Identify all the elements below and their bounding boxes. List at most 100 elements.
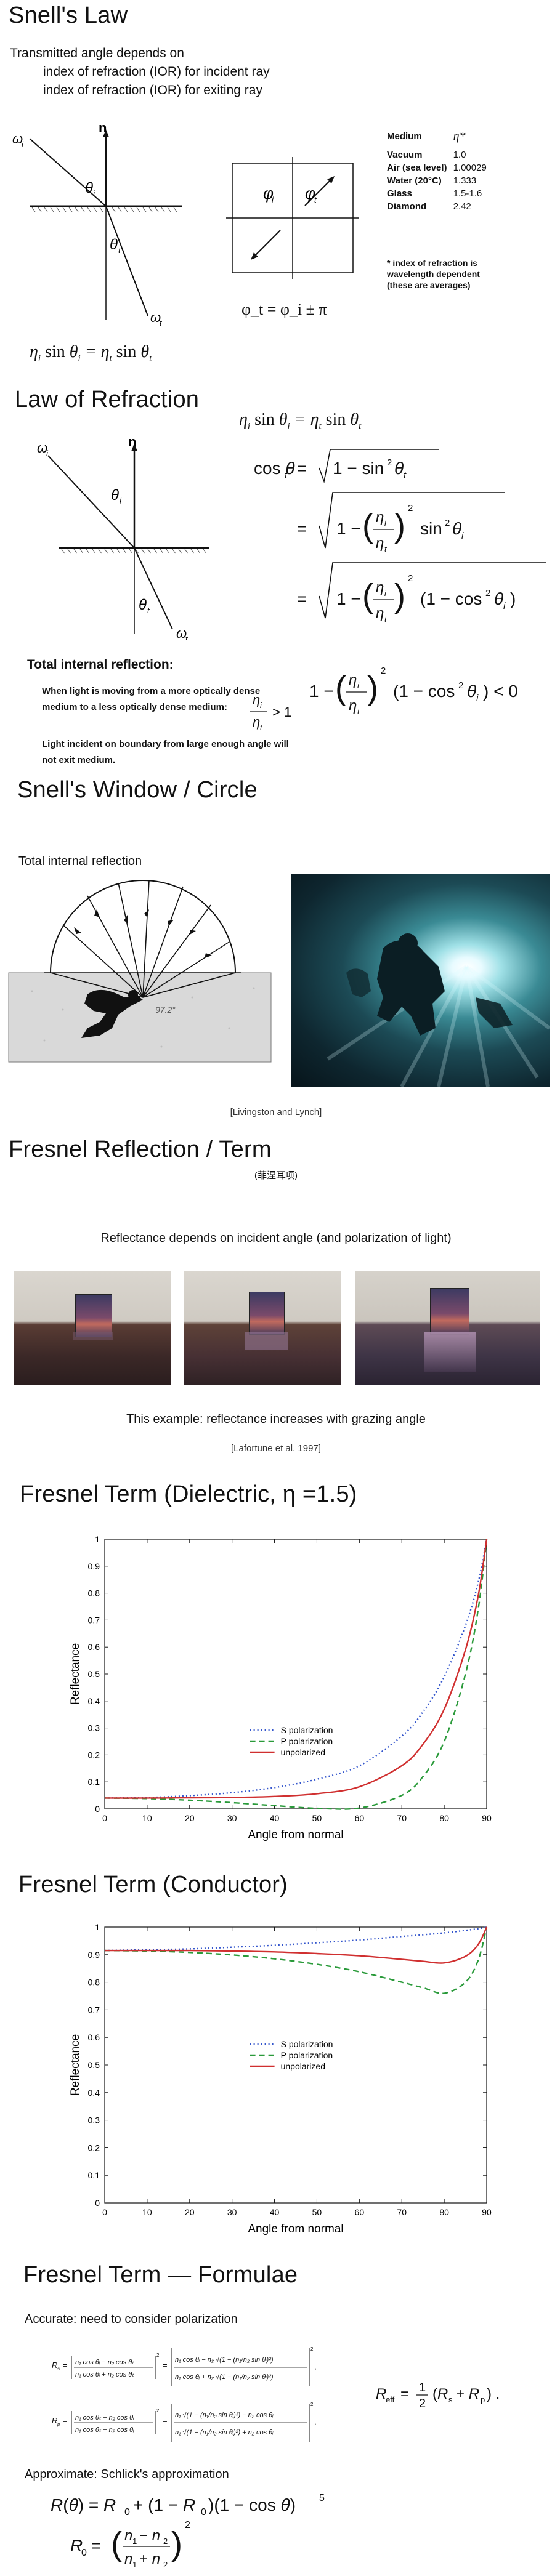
- x-tick-label: 10: [142, 2207, 152, 2217]
- svg-text:t: t: [357, 707, 360, 716]
- intro-line-exiting: index of refraction (IOR) for exiting ra…: [43, 83, 262, 97]
- svg-text:n: n: [124, 2551, 132, 2567]
- y-tick-label: 0.5: [88, 2060, 100, 2070]
- svg-text:1 − sin: 1 − sin: [333, 459, 384, 478]
- y-tick-label: 0.8: [88, 1588, 100, 1598]
- svg-text:p: p: [57, 2421, 60, 2427]
- y-tick-label: 0.7: [88, 1615, 100, 1625]
- y-tick-label: 0.6: [88, 1642, 100, 1652]
- svg-text:n₁ cos θᵢ + n₂ cos θₜ: n₁ cos θᵢ + n₂ cos θₜ: [75, 2371, 134, 2378]
- svg-text:eff: eff: [386, 2395, 395, 2404]
- y-tick-label: 0.6: [88, 2032, 100, 2042]
- book-cover: [75, 1294, 112, 1337]
- svg-text:) < 0: ) < 0: [483, 682, 518, 701]
- svg-text:θ: θ: [394, 459, 404, 478]
- svg-text:2: 2: [310, 2346, 314, 2352]
- y-tick-label: 0.2: [88, 1750, 100, 1760]
- svg-text:5: 5: [319, 2493, 325, 2503]
- svg-text:t: t: [160, 318, 163, 328]
- svg-text:=: =: [163, 2361, 168, 2370]
- svg-text:η: η: [376, 535, 384, 552]
- svg-text:n: n: [124, 2527, 132, 2544]
- svg-text:ω: ω: [176, 626, 187, 640]
- phi-equation: φ_t = φ_i ± π: [242, 300, 327, 318]
- svg-text:(1 − cos: (1 − cos: [393, 682, 455, 701]
- x-tick-label: 40: [270, 1813, 280, 1823]
- omega-i-label: ω: [12, 131, 23, 147]
- x-tick-label: 70: [397, 2207, 407, 2217]
- legend-entry: unpolarized: [281, 2061, 325, 2071]
- svg-text:2: 2: [310, 2402, 314, 2407]
- accurate-line: Accurate: need to consider polarization: [25, 2312, 238, 2326]
- x-tick-label: 20: [185, 1813, 195, 1823]
- svg-text:1 −: 1 −: [336, 589, 361, 608]
- svg-text:s: s: [448, 2395, 453, 2404]
- svg-text:1 −: 1 −: [309, 682, 334, 701]
- x-tick-label: 90: [482, 2207, 492, 2217]
- svg-text:i: i: [503, 601, 506, 611]
- tir-text-a: When light is moving from a more optical…: [42, 686, 261, 696]
- svg-text:0: 0: [201, 2507, 206, 2518]
- svg-text:n₁ √(1 − (n₁/n₂ sin θᵢ)²) + n₂: n₁ √(1 − (n₁/n₂ sin θᵢ)²) + n₂ cos θᵢ: [175, 2429, 274, 2436]
- book-photo-2: [184, 1271, 341, 1385]
- snells-window-caption: [Livingston and Lynch]: [230, 1107, 322, 1117]
- fresnel-example: This example: reflectance increases with…: [126, 1412, 426, 1426]
- reflectance-line: Reflectance depends on incident angle (a…: [100, 1231, 452, 1245]
- x-tick-label: 30: [227, 1813, 237, 1823]
- svg-text:): ): [394, 578, 405, 614]
- svg-text:+ (1 − R: + (1 − R: [133, 2495, 195, 2514]
- ior-header-medium: Medium: [387, 131, 422, 142]
- svg-text:2: 2: [408, 503, 413, 513]
- svg-text:n₁ cos θᵢ − n₂ √(1 − (n₁/n₂ si: n₁ cos θᵢ − n₂ √(1 − (n₁/n₂ sin θᵢ)²): [175, 2356, 274, 2364]
- svg-text:1: 1: [132, 2537, 137, 2546]
- svg-text:p: p: [481, 2395, 485, 2404]
- svg-text:=: =: [400, 2386, 409, 2402]
- legend-entry: S polarization: [281, 1725, 333, 1735]
- intro-line-incident: index of refraction (IOR) for incident r…: [43, 65, 270, 79]
- svg-text:2: 2: [156, 2353, 160, 2358]
- theta-i-label: θ: [85, 180, 93, 196]
- book-cover: [430, 1288, 469, 1335]
- y-axis-label: Reflectance: [69, 1643, 82, 1705]
- section-title-law-of-refraction: Law of Refraction: [15, 387, 200, 413]
- ior-note: * index of refraction is wavelength depe…: [387, 258, 480, 290]
- approx-line: Approximate: Schlick's approximation: [25, 2468, 229, 2481]
- normal-n-label: n: [99, 120, 107, 135]
- y-tick-label: 0.5: [88, 1669, 100, 1679]
- section-title-snells-law: Snell's Law: [9, 2, 128, 28]
- svg-text:i: i: [272, 195, 274, 204]
- svg-text:): ): [394, 507, 405, 544]
- svg-text:2: 2: [485, 588, 490, 598]
- svg-text:) .: ) .: [487, 2386, 500, 2402]
- x-tick-label: 40: [270, 2207, 280, 2217]
- omega-t-label: ω: [150, 310, 161, 325]
- ior-row: Glass 1.5-1.6: [387, 188, 482, 199]
- x-tick-label: 0: [102, 1813, 107, 1823]
- svg-text:(: (: [335, 670, 346, 707]
- series-line-2: [104, 1926, 488, 1964]
- y-tick-label: 0: [95, 1804, 100, 1814]
- svg-text:n₁ cos θᵢ + n₂ √(1 − (n₁/n₂ si: n₁ cos θᵢ + n₂ √(1 − (n₁/n₂ sin θᵢ)²): [175, 2373, 274, 2381]
- plot-frame: [104, 1539, 487, 1809]
- svg-text:η: η: [376, 579, 384, 596]
- svg-text:i: i: [120, 496, 122, 505]
- svg-text:,: ,: [314, 2362, 317, 2371]
- y-tick-label: 1: [95, 1922, 100, 1932]
- x-tick-label: 50: [312, 2207, 322, 2217]
- svg-text:sin: sin: [420, 519, 442, 538]
- section-title-fresnel-formulae: Fresnel Term — Formulae: [23, 2262, 298, 2288]
- svg-text:1: 1: [132, 2560, 137, 2569]
- svg-text:i: i: [476, 693, 479, 704]
- svg-text:n: n: [128, 434, 136, 449]
- intro-line: Transmitted angle depends on: [10, 46, 184, 60]
- underwater-photo: [291, 874, 550, 1087]
- svg-text:2: 2: [156, 2408, 160, 2413]
- svg-text:)(1 − cos θ): )(1 − cos θ): [208, 2495, 296, 2514]
- x-tick-label: 80: [439, 1813, 449, 1823]
- tir-text-b: medium to a less optically dense medium:: [42, 702, 227, 712]
- y-tick-label: 0.3: [88, 1723, 100, 1733]
- svg-text:i: i: [384, 518, 387, 528]
